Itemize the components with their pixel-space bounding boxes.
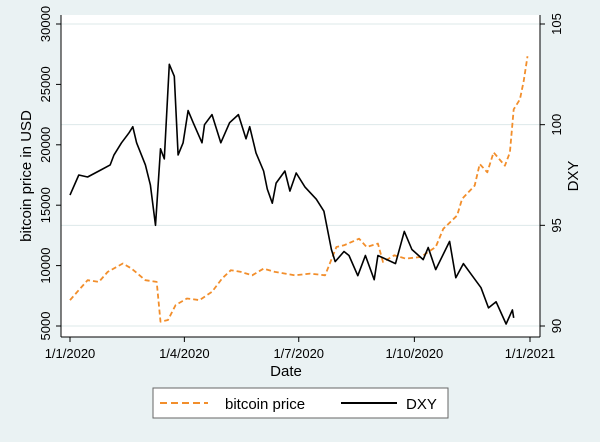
x-axis-label: Date xyxy=(270,363,302,380)
y-tick-label-left: 25000 xyxy=(38,66,53,102)
y-tick-label-left: 30000 xyxy=(38,6,53,42)
gridlines xyxy=(61,23,540,327)
y-tick-label-right: 100 xyxy=(549,114,564,136)
y-tick-label-left: 15000 xyxy=(38,187,53,223)
y-axis-label-right: DXY xyxy=(565,161,582,192)
y-tick-label-right: 90 xyxy=(549,319,564,333)
legend: bitcoin price DXY xyxy=(152,387,449,419)
x-tick-label: 1/1/2020 xyxy=(45,346,96,361)
y-tick-label-left: 20000 xyxy=(38,127,53,163)
y-tick-label-left: 10000 xyxy=(38,248,53,284)
legend-box xyxy=(152,387,449,419)
series-group xyxy=(69,56,529,325)
y-tick-label-right: 105 xyxy=(549,13,564,35)
x-tick-label: 1/10/2020 xyxy=(385,346,443,361)
series-line-dxy xyxy=(69,63,515,325)
x-tick-label: 1/1/2021 xyxy=(505,346,556,361)
y-axis-label-left: bitcoin price in USD xyxy=(18,110,35,242)
x-tick-label: 1/4/2020 xyxy=(159,346,210,361)
series-line-bitcoin-price xyxy=(69,56,529,323)
legend-label-bitcoin: bitcoin price xyxy=(225,396,305,413)
x-tick-label: 1/7/2020 xyxy=(273,346,324,361)
y-tick-label-left: 5000 xyxy=(38,312,53,341)
legend-label-dxy: DXY xyxy=(406,396,437,413)
y-tick-label-right: 95 xyxy=(549,218,564,232)
plot-area xyxy=(61,15,540,337)
ticks-group: 90 95 100 105 5000 10000 15000 20000 25000 30000 1… xyxy=(38,6,564,361)
